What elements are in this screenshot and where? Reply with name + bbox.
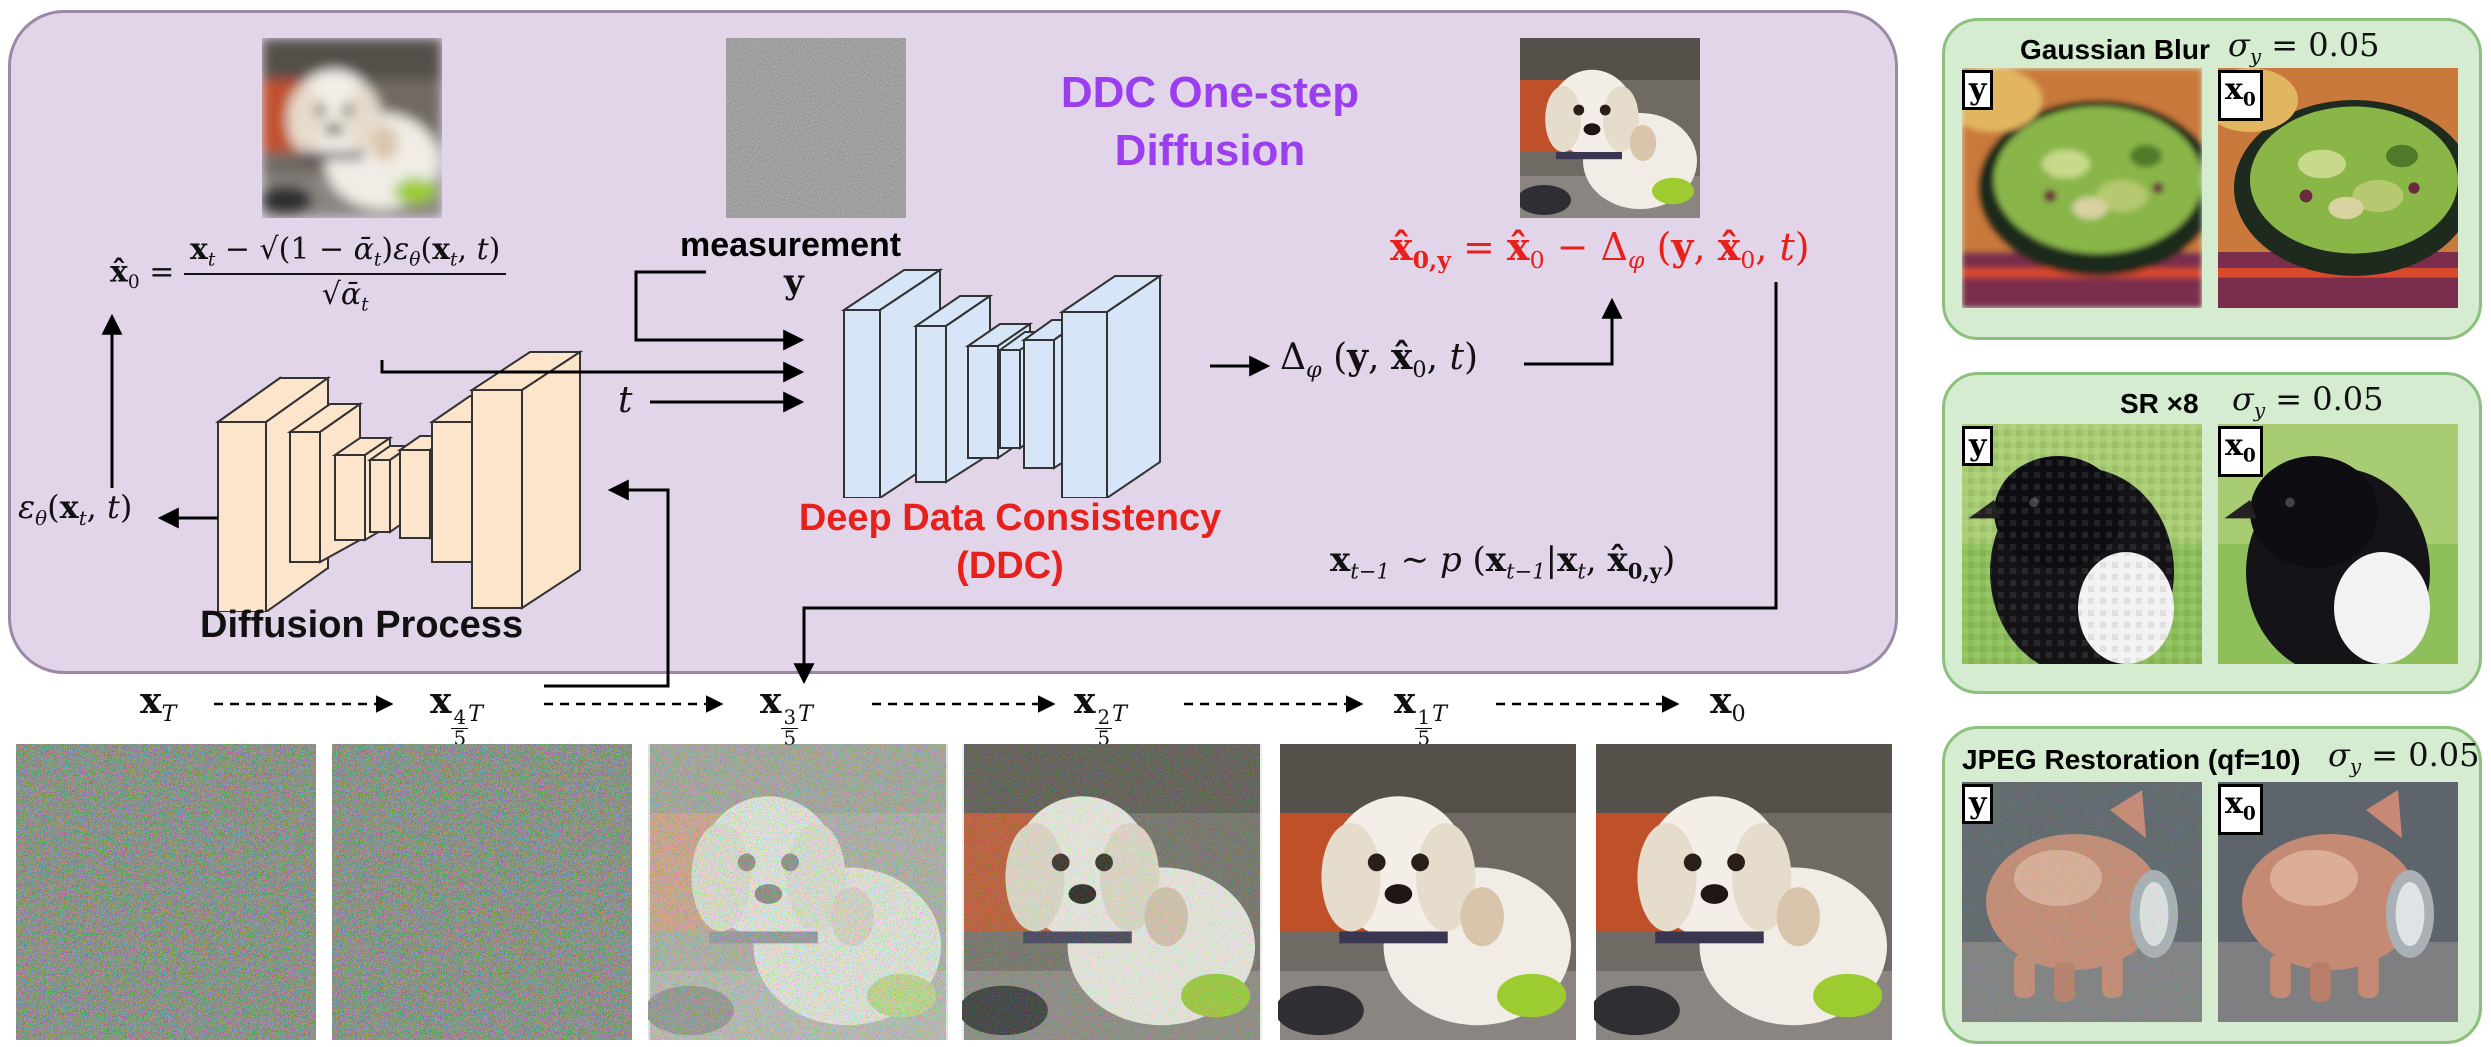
eps-theta-label: εθ(xt, t)	[18, 488, 133, 530]
ddc-label-line1: Deep Data Consistency	[798, 497, 1222, 539]
sample-x25	[962, 744, 1262, 1040]
arrow-delta-to-x0y	[1524, 297, 1623, 366]
example-jpeg-y-image	[1962, 782, 2202, 1022]
panel-title: DDC One-step Diffusion	[1000, 64, 1420, 180]
example-sigma-gaussian-blur: σy = 0.05	[2228, 26, 2380, 68]
xt-minus-1-sampling: xt−1 ∼ p (xt−1|xt, x̂0,y)	[1330, 540, 1676, 584]
timeline-label-x0: x0	[1710, 680, 1746, 727]
example-sigma-jpeg: σy = 0.05	[2328, 736, 2480, 778]
arrow-y-to-ddc	[634, 270, 805, 351]
sample-x45	[332, 744, 632, 1040]
ddc-label: Deep Data Consistency (DDC)	[760, 494, 1260, 590]
t-input-label: t	[618, 380, 633, 421]
sample-x0	[1594, 744, 1892, 1040]
sample-x35	[648, 744, 948, 1040]
example-title-sr: SR ×8	[2120, 388, 2199, 419]
flow-arrows	[101, 270, 1778, 713]
arrow-x45-to-diffusion	[544, 479, 670, 688]
example-sr-y-image	[1962, 424, 2202, 664]
example-sigma-sr: σy = 0.05	[2232, 380, 2384, 422]
panel-title-line2: Diffusion	[1114, 126, 1306, 175]
example-sr-y-tag: y	[1962, 426, 1994, 466]
example-title-gaussian-blur: Gaussian Blur	[2020, 34, 2210, 65]
diffusion-network	[214, 350, 584, 612]
measurement-symbol: y	[784, 262, 804, 302]
delta-output: Δφ (y, x̂0, t)	[1280, 336, 1479, 383]
panel-title-line1: DDC One-step	[1060, 68, 1360, 117]
sample-x15	[1278, 744, 1576, 1040]
timeline-label-xT: xT	[140, 680, 177, 727]
sample-xT	[16, 744, 316, 1040]
example-jpeg-x0-tag: x0	[2218, 784, 2263, 835]
arrow-x0-to-ddc	[380, 360, 805, 383]
example-gaussian-blur-x0-tag: x0	[2218, 70, 2263, 121]
diffusion-process-label: Diffusion Process	[200, 604, 524, 646]
x0-hat-formula: x̂0 = xt − √(1 − ᾱt)εθ(xt, t) √ᾱt	[110, 232, 507, 315]
example-gaussian-blur-y-image	[1962, 68, 2202, 308]
ddc-network	[840, 268, 1164, 498]
example-title-jpeg: JPEG Restoration (qf=10)	[1962, 744, 2301, 775]
example-gaussian-blur-y-tag: y	[1962, 70, 1994, 110]
example-sr-x0-tag: x0	[2218, 426, 2263, 477]
measurement-thumbnail	[726, 38, 906, 218]
measurement-label: measurement	[680, 226, 902, 264]
ddc-label-line2: (DDC)	[956, 545, 1064, 587]
arrow-x0y-to-x35	[793, 282, 1778, 685]
x0y-formula: x̂0,y = x̂0 − Δφ (y, x̂0, t)	[1390, 224, 1810, 275]
example-jpeg-y-tag: y	[1962, 784, 1994, 824]
